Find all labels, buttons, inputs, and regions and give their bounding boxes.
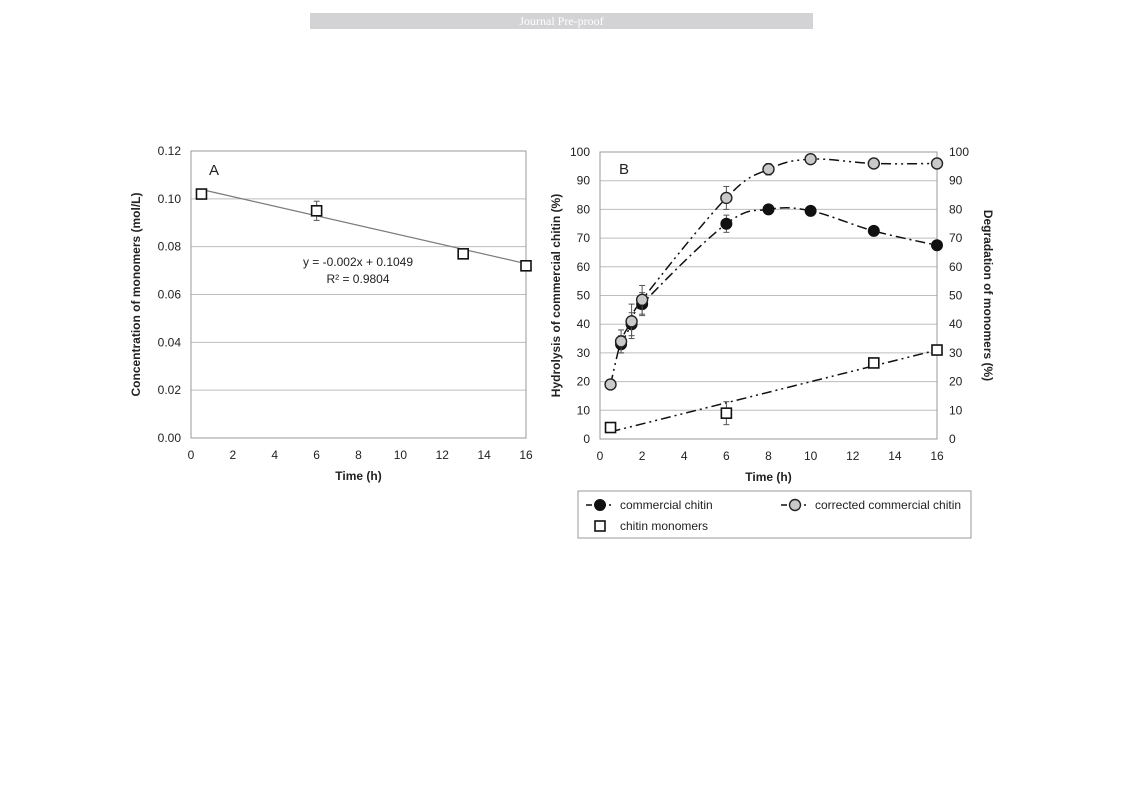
chart-a-x-tick-label: 12 [436, 448, 450, 462]
chart-a-y-tick-label: 0.02 [158, 383, 182, 397]
chart-b-series-2-point [804, 152, 817, 166]
chart-b-series-2-point [762, 163, 775, 176]
chart-a-data-point [520, 259, 532, 272]
chart-b-series-2-point [614, 335, 628, 348]
chart-b-plot-border [599, 151, 938, 440]
chart-a-y-tick-label: 0.10 [158, 192, 182, 206]
chart-b-y2-tick-label: 50 [949, 289, 963, 303]
chart-a-x-axis-label: Time (h) [335, 469, 381, 483]
chart-b-series-1-point [720, 217, 733, 230]
chart-a-x-tick-label: 2 [230, 448, 237, 462]
chart-a-panel-letter: A [209, 162, 219, 179]
chart-b-series-2-point [604, 378, 617, 391]
chart-b-y-tick-label: 50 [577, 289, 591, 303]
chart-b-legend: commercial chitin corrected commercial ch… [577, 490, 972, 539]
chart-b-y2-tick-label: 80 [949, 202, 963, 216]
chart-b-y2-tick-label: 30 [949, 346, 963, 360]
chart-a-y-tick-label: 0.00 [158, 431, 182, 445]
chart-b-series-2-point [867, 157, 881, 170]
chart-b-y-axis-label: Hydrolysis of commercial chitin (%) [549, 194, 563, 397]
chart-b-y-tick-label: 10 [577, 403, 591, 417]
chart-a-plot-border [190, 150, 527, 439]
legend-marker-1 [594, 499, 606, 511]
chart-b-y2-tick-label: 40 [949, 317, 963, 331]
legend-label-1: commercial chitin [620, 498, 713, 512]
chart-a-x-tick-label: 6 [313, 448, 320, 462]
chart-b-y2-tick-label: 0 [949, 432, 956, 446]
chart-b-series-1-point [804, 204, 817, 217]
chart-b-x-tick-label: 8 [765, 449, 772, 463]
chart-b-series-1-point [867, 224, 880, 237]
chart-a-y-axis-label: Concentration of monomers (mol/L) [129, 192, 143, 396]
chart-b-y2-tick-label: 70 [949, 231, 963, 245]
chart-b-x-tick-label: 10 [804, 449, 818, 463]
chart-b-y2-tick-label: 10 [949, 403, 963, 417]
chart-a-y-tick-label: 0.04 [158, 335, 182, 349]
chart-a-x-tick-label: 16 [519, 448, 533, 462]
chart-b-series-2-point [625, 315, 638, 328]
chart-b-y-tick-label: 90 [577, 174, 591, 188]
chart-a-x-tick-label: 0 [188, 448, 195, 462]
chart-panel-a: 0 2 4 6 8 10 12 14 16 0.00 0.02 0.04 0.06 0.08 0.10 0.1… [129, 144, 533, 483]
chart-b-series-3-point [604, 421, 617, 434]
legend-label-2: corrected commercial chitin [815, 498, 961, 512]
chart-b-series-1-point [931, 239, 943, 252]
chart-b-series-3-point [720, 407, 733, 419]
chart-a-x-tick-label: 10 [394, 448, 408, 462]
chart-b-y-tick-label: 100 [570, 145, 590, 159]
chart-b-y2-tick-label: 60 [949, 260, 963, 274]
chart-b-panel-letter: B [619, 161, 629, 178]
chart-b-y2-tick-label: 100 [949, 145, 969, 159]
chart-a-data-point [195, 188, 208, 200]
chart-b-y2-axis-label: Degradation of monomers (%) [981, 210, 995, 381]
chart-b-y-tick-label: 70 [577, 231, 591, 245]
chart-b-y-tick-label: 20 [577, 375, 591, 389]
chart-a-data-point [457, 248, 469, 260]
chart-b-x-tick-label: 12 [846, 449, 860, 463]
chart-b-series-2-point [635, 293, 649, 307]
legend-marker-2 [788, 498, 802, 512]
chart-b-series-2-point [720, 191, 733, 205]
chart-a-data-point [310, 204, 323, 217]
chart-b-y-tick-label: 60 [577, 260, 591, 274]
chart-a-equation-label: y = -0.002x + 0.1049 [303, 255, 413, 269]
chart-b-x-tick-label: 0 [597, 449, 604, 463]
chart-a-r2-label: R² = 0.9804 [326, 272, 389, 286]
legend-frame [577, 490, 972, 539]
chart-b-y-tick-label: 40 [577, 317, 591, 331]
chart-b-series-3-point [868, 357, 880, 369]
legend-label-3: chitin monomers [620, 519, 708, 533]
chart-a-y-tick-label: 0.08 [158, 240, 182, 254]
chart-b-x-tick-label: 16 [930, 449, 944, 463]
chart-b-y-tick-label: 30 [577, 346, 591, 360]
journal-preproof-banner: Journal Pre-proof [310, 13, 813, 29]
chart-b-y2-tick-label: 20 [949, 375, 963, 389]
chart-a-x-tick-label: 8 [355, 448, 362, 462]
chart-b-series-3-point [931, 344, 943, 356]
chart-b-series-2-point [930, 157, 944, 170]
chart-b-x-tick-label: 4 [681, 449, 688, 463]
chart-a-trendline [201, 188, 527, 265]
legend-marker-3 [594, 520, 606, 532]
chart-b-x-tick-label: 2 [639, 449, 646, 463]
chart-b-y-tick-label: 0 [583, 432, 590, 446]
chart-b-x-tick-label: 14 [888, 449, 902, 463]
chart-b-y-tick-label: 80 [577, 202, 591, 216]
chart-panel-b: 0 2 4 6 8 10 12 14 160102030405060708090100Time … [549, 145, 995, 484]
chart-a-y-tick-label: 0.12 [158, 144, 182, 158]
chart-b-series-line-3 [610, 349, 938, 433]
chart-b-series-1-point [762, 203, 775, 216]
chart-b-y2-tick-label: 90 [949, 174, 963, 188]
chart-a-x-tick-label: 4 [271, 448, 278, 462]
chart-a-y-tick-label: 0.06 [158, 288, 182, 302]
chart-a-x-tick-label: 14 [477, 448, 491, 462]
chart-b-x-axis-label: Time (h) [745, 470, 791, 484]
chart-b-series-line-2 [609, 158, 938, 385]
chart-b-x-tick-label: 6 [723, 449, 730, 463]
